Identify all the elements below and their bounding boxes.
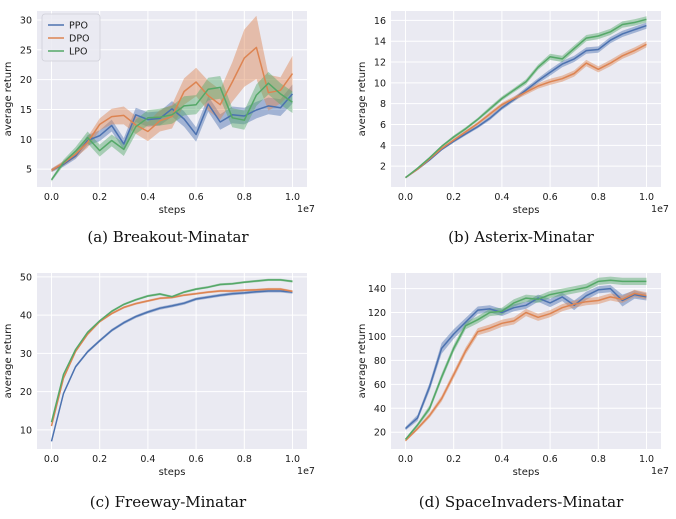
x-tick-label: 0.0	[44, 454, 59, 465]
legend-label-dpo: DPO	[69, 34, 90, 45]
x-tick-label: 1.0	[285, 454, 300, 465]
y-tick-label: 10	[20, 135, 32, 146]
y-tick-label: 14	[374, 37, 386, 48]
series-line-ppo	[51, 93, 294, 171]
y-tick-label: 30	[20, 15, 32, 26]
y-tick-label: 16	[374, 16, 386, 27]
chart-caption: (d) SpaceInvaders-Minatar	[419, 493, 624, 511]
x-tick-label: 0.8	[237, 454, 252, 465]
x-tick-label: 0.4	[140, 454, 155, 465]
series-line-dpo	[50, 288, 293, 427]
plot-area	[37, 273, 307, 449]
legend-label-lpo: LPO	[69, 47, 88, 58]
band-dpo	[405, 41, 647, 179]
series-line-ppo	[405, 287, 647, 430]
y-tick-label: 120	[368, 308, 386, 319]
y-tick-label: 140	[368, 284, 386, 295]
y-tick-label: 20	[374, 428, 386, 439]
x-offset-label: 1e7	[297, 204, 315, 215]
plot-area	[391, 273, 661, 449]
grid	[391, 11, 661, 187]
y-tick-label: 100	[368, 332, 386, 343]
x-tick-label: 0.8	[237, 192, 252, 203]
legend-label-ppo: PPO	[69, 21, 88, 32]
x-tick-label: 0.2	[92, 192, 107, 203]
chart-caption: (c) Freeway-Minatar	[90, 493, 247, 511]
x-tick-label: 0.0	[398, 192, 413, 203]
grid	[37, 273, 307, 449]
x-offset-label: 1e7	[651, 204, 669, 215]
x-tick-label: 0.6	[189, 454, 204, 465]
chart-caption: (a) Breakout-Minatar	[87, 228, 249, 246]
x-tick-label: 0.2	[92, 454, 107, 465]
y-tick-label: 20	[20, 387, 32, 398]
y-tick-label: 60	[374, 380, 386, 391]
series-line-ppo	[50, 290, 293, 442]
chart-panel-1: 0.0 0.2 0.4 0.6 0.8 1.0 5 10 15 20 25 30 1e7 steps ave…	[3, 11, 315, 246]
series-line-lpo	[50, 279, 293, 423]
grid	[37, 11, 307, 187]
y-axis-label: average return	[3, 62, 14, 137]
plot-area	[391, 11, 661, 187]
y-tick-label: 8	[380, 99, 386, 110]
legend: PPO DPO LPO	[41, 13, 101, 62]
y-tick-label: 30	[20, 349, 32, 360]
x-tick-label: 0.0	[398, 454, 413, 465]
y-tick-label: 5	[26, 165, 32, 176]
x-offset-label: 1e7	[651, 466, 669, 477]
y-tick-label: 4	[380, 141, 386, 152]
x-tick-label: 1.0	[639, 454, 654, 465]
y-tick-label: 6	[380, 120, 386, 131]
x-tick-label: 0.6	[543, 192, 558, 203]
x-axis-label: steps	[159, 205, 186, 216]
x-tick-label: 0.4	[140, 192, 155, 203]
y-tick-label: 2	[380, 162, 386, 173]
chart-caption: (b) Asterix-Minatar	[448, 228, 594, 246]
x-tick-label: 0.6	[189, 192, 204, 203]
x-axis-label: steps	[159, 467, 186, 478]
x-tick-label: 1.0	[639, 192, 654, 203]
series-line-dpo	[405, 43, 647, 179]
grid	[391, 273, 661, 449]
y-tick-label: 25	[20, 45, 32, 56]
x-tick-label: 0.2	[446, 192, 461, 203]
y-tick-label: 40	[374, 404, 386, 415]
x-axis-label: steps	[513, 467, 540, 478]
series-line-lpo	[404, 279, 647, 440]
series-line-dpo	[404, 292, 647, 442]
y-axis-label: average return	[357, 324, 368, 399]
y-tick-label: 10	[20, 425, 32, 436]
y-tick-label: 12	[374, 58, 386, 69]
y-tick-label: 10	[374, 78, 386, 89]
chart-panel-2: 0.0 0.2 0.4 0.6 0.8 1.0 2 4 6 8 10 12 14 16 1e7 steps av…	[357, 11, 669, 246]
x-axis-label: steps	[513, 205, 540, 216]
x-tick-label: 0.8	[591, 192, 606, 203]
x-tick-label: 0.6	[543, 454, 558, 465]
x-tick-label: 1.0	[285, 192, 300, 203]
y-tick-label: 40	[20, 311, 32, 322]
y-axis-label: average return	[357, 62, 368, 137]
y-axis-label: average return	[3, 324, 14, 399]
y-tick-label: 80	[374, 356, 386, 367]
x-tick-label: 0.4	[494, 454, 509, 465]
x-tick-label: 0.2	[446, 454, 461, 465]
y-tick-label: 15	[20, 105, 32, 116]
band-ppo	[51, 84, 293, 173]
y-tick-label: 50	[20, 272, 32, 283]
series-line-ppo	[405, 24, 647, 179]
x-tick-label: 0.4	[494, 192, 509, 203]
chart-panel-4: 0.0 0.2 0.4 0.6 0.8 1.0 20 40 60 80 100 120 140 1e7 st…	[357, 273, 669, 511]
x-tick-label: 0.0	[44, 192, 59, 203]
chart-panel-3: 0.0 0.2 0.4 0.6 0.8 1.0 10 20 30 40 50 1e7 steps aver…	[3, 272, 315, 511]
series-line-lpo	[50, 82, 293, 181]
series-line-dpo	[51, 46, 294, 171]
series-line-lpo	[405, 18, 647, 179]
y-tick-label: 20	[20, 75, 32, 86]
x-tick-label: 0.8	[591, 454, 606, 465]
x-offset-label: 1e7	[297, 466, 315, 477]
